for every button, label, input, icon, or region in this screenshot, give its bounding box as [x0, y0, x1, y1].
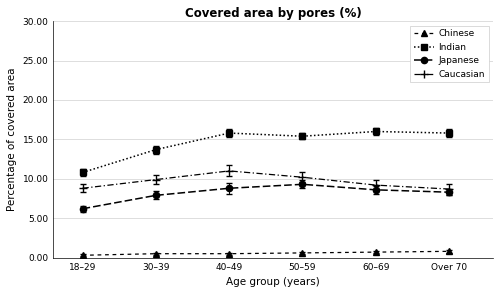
Title: Covered area by pores (%): Covered area by pores (%): [185, 7, 362, 20]
X-axis label: Age group (years): Age group (years): [226, 277, 320, 287]
Y-axis label: Percentage of covered area: Percentage of covered area: [7, 68, 17, 211]
Legend: Chinese, Indian, Japanese, Caucasian: Chinese, Indian, Japanese, Caucasian: [410, 26, 488, 82]
